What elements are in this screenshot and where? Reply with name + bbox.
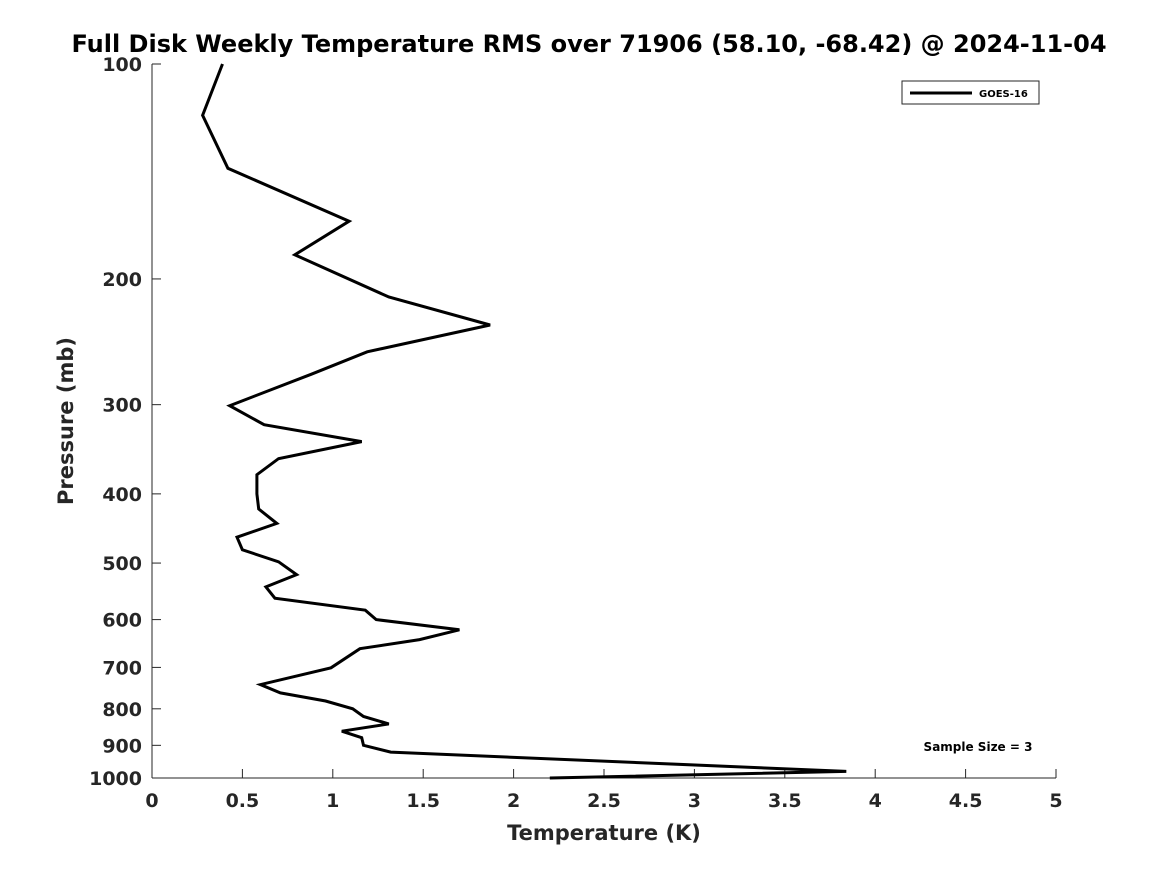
x-tick-label: 5 — [1049, 790, 1062, 812]
y-tick-label: 900 — [102, 735, 142, 757]
y-tick-label: 500 — [102, 553, 142, 575]
x-axis-label: Temperature (K) — [507, 821, 701, 845]
y-axis-ticks: 100 200 300 400 500 600 700 800 900 1000 — [89, 54, 161, 790]
y-tick-label: 800 — [102, 699, 142, 721]
y-tick-label: 200 — [102, 269, 142, 291]
x-tick-label: 3 — [688, 790, 701, 812]
x-axis-ticks: 0 0.5 1 1.5 2 2.5 3 3.5 4 4.5 5 — [145, 769, 1063, 812]
series-line-goes-16 — [200, 63, 847, 780]
y-tick-label: 700 — [102, 657, 142, 679]
chart-title: Full Disk Weekly Temperature RMS over 71… — [71, 30, 1106, 58]
x-tick-label: 2.5 — [587, 790, 621, 812]
x-tick-label: 1 — [326, 790, 339, 812]
x-tick-label: 2 — [507, 790, 520, 812]
y-tick-label: 400 — [102, 484, 142, 506]
x-tick-label: 0.5 — [226, 790, 260, 812]
y-tick-label: 600 — [102, 610, 142, 632]
x-tick-label: 4 — [869, 790, 882, 812]
y-tick-label: 1000 — [89, 768, 142, 790]
x-tick-label: 3.5 — [768, 790, 802, 812]
x-tick-label: 0 — [145, 790, 158, 812]
legend-entry-goes-16: GOES-16 — [979, 89, 1028, 100]
y-tick-label: 300 — [102, 395, 142, 417]
x-tick-label: 4.5 — [949, 790, 983, 812]
x-tick-label: 1.5 — [406, 790, 440, 812]
y-tick-label: 100 — [102, 54, 142, 76]
sample-size-annotation: Sample Size = 3 — [924, 740, 1033, 754]
y-axis-label: Pressure (mb) — [54, 337, 78, 505]
legend: GOES-16 — [901, 80, 1040, 105]
